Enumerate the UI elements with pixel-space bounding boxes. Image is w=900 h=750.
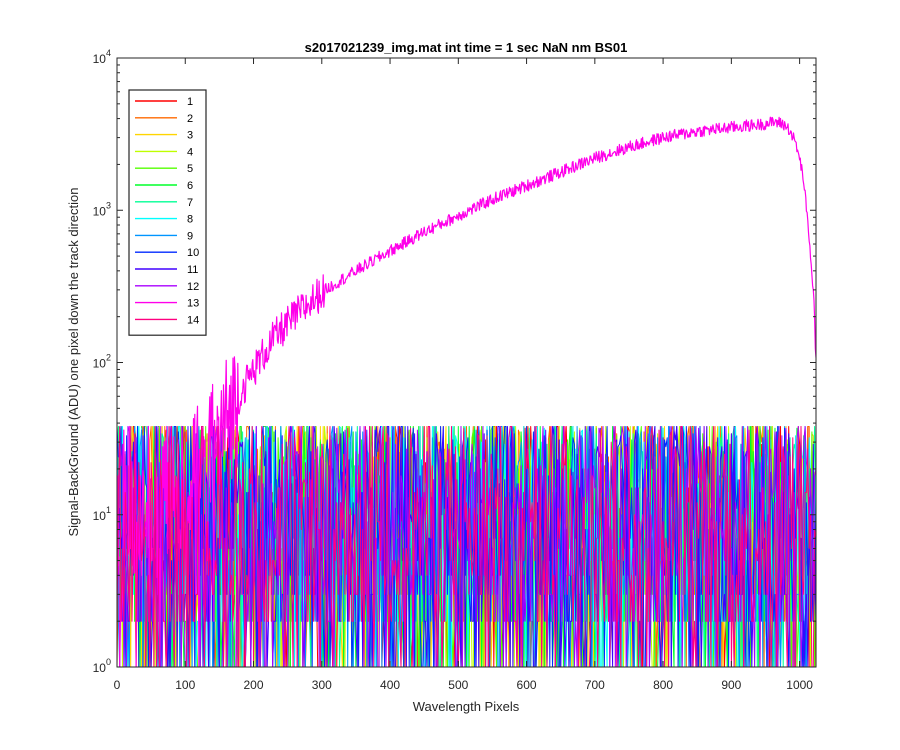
chart-title: s2017021239_img.mat int time = 1 sec NaN… xyxy=(305,40,628,55)
x-tick-label: 800 xyxy=(653,678,673,692)
legend-label-11: 11 xyxy=(187,264,198,276)
x-tick-label: 0 xyxy=(114,678,121,692)
series-line-12 xyxy=(117,426,816,667)
x-tick-label: 100 xyxy=(175,678,195,692)
legend-label-8: 8 xyxy=(187,214,193,226)
y-tick-label: 103 xyxy=(93,200,111,218)
legend-label-10: 10 xyxy=(187,247,199,259)
series-line-14 xyxy=(117,426,816,667)
series-line-13 xyxy=(117,116,816,667)
y-tick-label: 100 xyxy=(93,657,111,675)
y-axis-label: Signal-BackGround (ADU) one pixel down t… xyxy=(66,187,81,536)
legend-label-4: 4 xyxy=(187,146,193,158)
legend-label-9: 9 xyxy=(187,230,193,242)
legend-label-12: 12 xyxy=(187,281,199,293)
legend-label-6: 6 xyxy=(187,180,193,192)
x-tick-label: 300 xyxy=(312,678,332,692)
x-tick-label: 600 xyxy=(517,678,537,692)
x-tick-label: 900 xyxy=(721,678,741,692)
legend-label-5: 5 xyxy=(187,163,193,175)
x-tick-label: 700 xyxy=(585,678,605,692)
y-tick-label: 102 xyxy=(93,353,111,371)
x-tick-label: 500 xyxy=(448,678,468,692)
legend-label-7: 7 xyxy=(187,197,193,209)
x-axis-label: Wavelength Pixels xyxy=(413,699,520,714)
x-tick-label: 400 xyxy=(380,678,400,692)
x-tick-label: 1000 xyxy=(786,678,813,692)
legend-label-13: 13 xyxy=(187,298,199,310)
legend-label-2: 2 xyxy=(187,113,193,125)
series-layer xyxy=(117,116,816,667)
legend-label-14: 14 xyxy=(187,314,199,326)
y-tick-label: 101 xyxy=(93,505,111,523)
legend-box xyxy=(128,89,207,336)
x-axis: 0 100 200 300 400 500 600 700 800 900 1000 xyxy=(114,58,813,692)
legend-label-3: 3 xyxy=(187,130,193,142)
y-tick-label: 104 xyxy=(93,48,111,66)
legend-label-1: 1 xyxy=(187,96,193,108)
x-tick-label: 200 xyxy=(244,678,264,692)
